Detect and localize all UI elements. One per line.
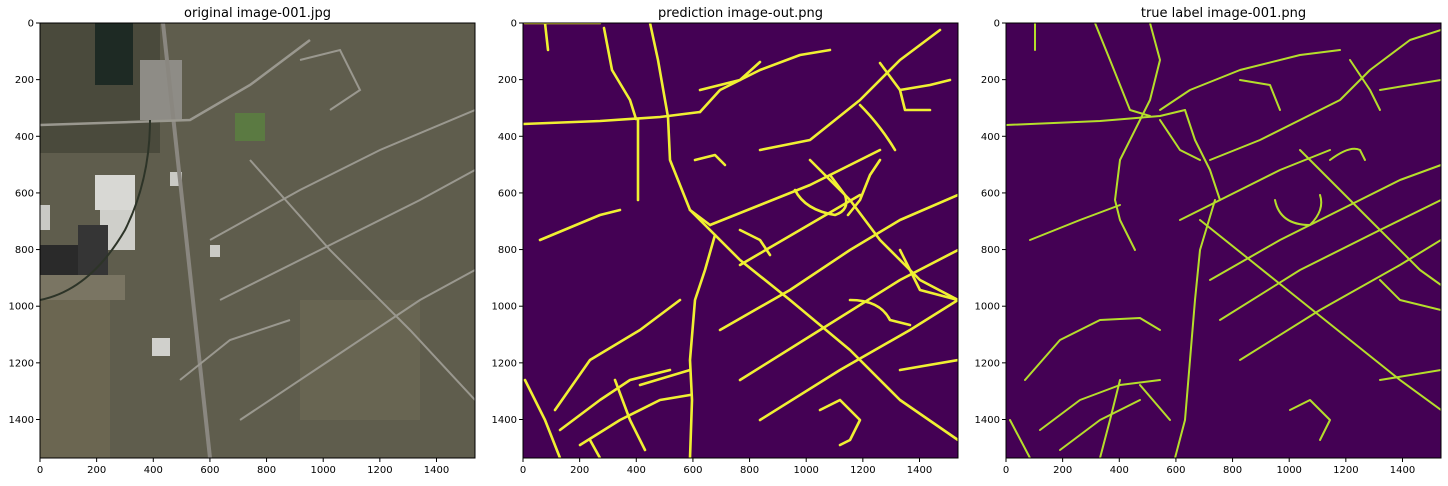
y-tick-label: 800 <box>15 245 34 256</box>
y-tick-label: 1200 <box>975 358 1000 369</box>
x-tick-label: 1400 <box>907 465 932 476</box>
aerial-frame <box>39 22 476 459</box>
x-tick-label: 200 <box>1053 465 1072 476</box>
x-tick-label: 800 <box>740 465 759 476</box>
x-tick-label: 800 <box>257 465 276 476</box>
x-tick-label: 200 <box>87 465 106 476</box>
x-tick-label: 0 <box>37 465 43 476</box>
y-tick-label: 200 <box>15 75 34 86</box>
y-tick-label: 800 <box>981 245 1000 256</box>
panel-title-true-label: true label image-001.png <box>1141 6 1306 21</box>
y-tick-label: 0 <box>511 19 517 30</box>
y-tick-label: 0 <box>994 19 1000 30</box>
x-tick-label: 600 <box>200 465 219 476</box>
x-tick-label: 1400 <box>1390 465 1415 476</box>
x-tick-label: 600 <box>683 465 702 476</box>
y-tick-label: 400 <box>498 132 517 143</box>
x-tick-label: 1200 <box>367 465 392 476</box>
y-tick-label: 200 <box>981 75 1000 86</box>
y-tick-label: 200 <box>498 75 517 86</box>
x-tick-label: 400 <box>144 465 163 476</box>
x-tick-label: 1000 <box>1276 465 1301 476</box>
y-tick-label: 1200 <box>9 358 34 369</box>
axis-ticks: 0 200 400 600 800 1000 1200 1400 0 200 400 600 800 10… <box>9 19 1416 477</box>
x-tick-label: 1200 <box>850 465 875 476</box>
x-tick-label: 0 <box>1003 465 1009 476</box>
x-tick-label: 400 <box>627 465 646 476</box>
y-tick-label: 400 <box>15 132 34 143</box>
x-tick-label: 200 <box>570 465 589 476</box>
x-tick-label: 1400 <box>424 465 449 476</box>
y-tick-label: 1200 <box>492 358 517 369</box>
prediction-mask <box>523 23 958 458</box>
y-tick-label: 1400 <box>9 415 34 426</box>
y-tick-label: 1400 <box>492 415 517 426</box>
prediction-frame <box>522 22 959 459</box>
y-tick-label: 400 <box>981 132 1000 143</box>
y-tick-label: 1000 <box>975 302 1000 313</box>
y-tick-label: 1000 <box>492 302 517 313</box>
x-tick-label: 1200 <box>1333 465 1358 476</box>
label-frame <box>1005 22 1442 459</box>
x-tick-label: 0 <box>520 465 526 476</box>
y-tick-label: 600 <box>498 188 517 199</box>
x-tick-label: 1000 <box>793 465 818 476</box>
panel-title-prediction: prediction image-out.png <box>658 6 823 21</box>
y-tick-label: 600 <box>981 188 1000 199</box>
x-tick-label: 800 <box>1223 465 1242 476</box>
x-tick-label: 600 <box>1166 465 1185 476</box>
aerial-image <box>40 23 475 458</box>
y-tick-label: 0 <box>28 19 34 30</box>
label-mask <box>1006 23 1441 458</box>
x-tick-label: 1000 <box>310 465 335 476</box>
y-tick-label: 1400 <box>975 415 1000 426</box>
panel-title-original: original image-001.jpg <box>184 6 331 21</box>
x-tick-label: 400 <box>1110 465 1129 476</box>
y-tick-label: 1000 <box>9 302 34 313</box>
y-tick-label: 800 <box>498 245 517 256</box>
y-tick-label: 600 <box>15 188 34 199</box>
